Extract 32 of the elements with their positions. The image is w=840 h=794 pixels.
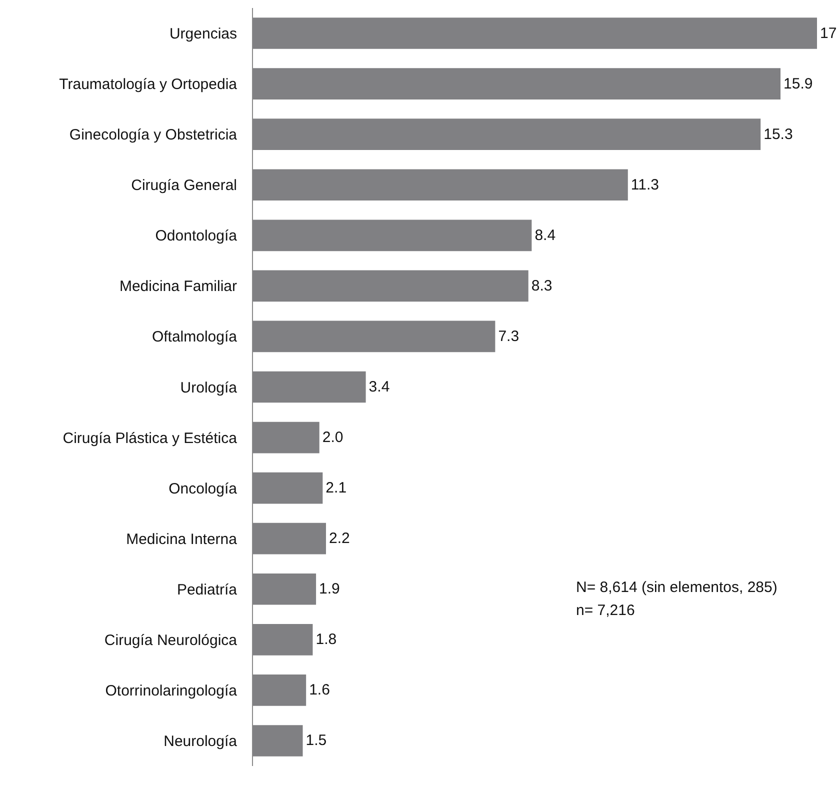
y-tick-label: Urgencias <box>169 26 237 43</box>
y-tick-label: Urología <box>180 379 238 396</box>
data-label: 15.9 <box>784 75 813 92</box>
y-tick-label: Medicina Interna <box>126 530 238 548</box>
data-label: 7.3 <box>498 328 520 345</box>
data-label: 1.8 <box>316 631 337 648</box>
y-tick-label: Ginecología y Obstetricia <box>69 126 238 144</box>
data-label: 17 <box>820 24 837 42</box>
data-label: 8.4 <box>534 226 556 244</box>
data-label: 2.1 <box>326 480 347 497</box>
data-label: 8.3 <box>531 277 552 294</box>
y-tick-label: Cirugía General <box>131 177 237 194</box>
data-label: 15.3 <box>764 126 793 143</box>
y-tick-label: Oftalmología <box>152 328 238 346</box>
y-tick-label: Medicina Familiar <box>119 278 237 296</box>
y-tick-label: Oncología <box>168 480 238 498</box>
y-tick-label: Neurología <box>164 732 238 750</box>
data-label: 2.0 <box>322 429 344 446</box>
data-label: 1.6 <box>309 682 330 699</box>
annotation: N= 8,614 (sin elementos, 285) <box>576 579 778 596</box>
y-tick-label: Otorrinolaringología <box>105 682 238 700</box>
data-label: 3.4 <box>368 378 390 396</box>
y-tick-label: Pediatría <box>176 581 238 598</box>
y-tick-label: Traumatología y Ortopedia <box>59 76 238 94</box>
y-tick-label: Cirugía Plástica y Estética <box>62 430 238 447</box>
data-label: 1.5 <box>306 732 327 750</box>
y-tick-label: Odontología <box>155 228 238 245</box>
data-label: 11.3 <box>630 176 659 194</box>
annotation: n= 7,216 <box>576 602 635 619</box>
data-label: 1.9 <box>319 580 340 598</box>
y-tick-label: Cirugía Neurológica <box>104 632 238 649</box>
data-label: 2.2 <box>328 530 350 548</box>
